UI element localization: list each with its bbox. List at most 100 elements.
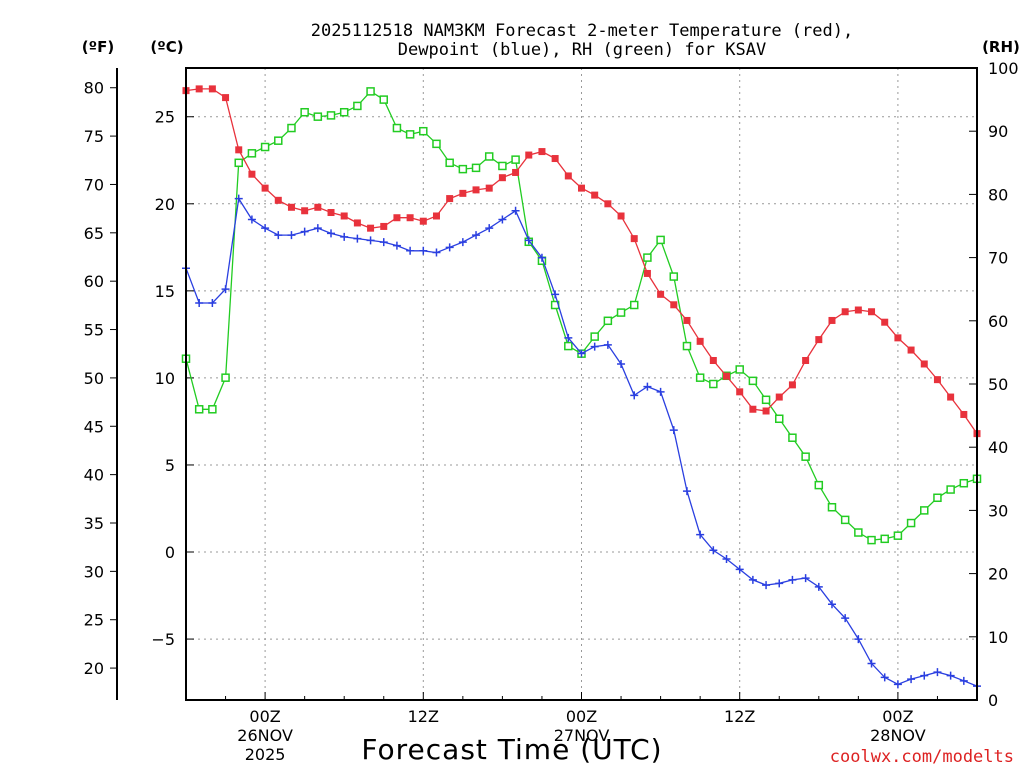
rh-point (906, 518, 916, 528)
dewpoint-point (867, 659, 876, 668)
rh-series (181, 87, 982, 545)
temperature-point (353, 219, 361, 227)
temperature-point (815, 336, 823, 344)
dewpoint-point (366, 236, 375, 245)
dewpoint-point (313, 224, 322, 233)
rh-point (629, 300, 639, 310)
dewpoint-point (814, 582, 823, 591)
temperature-point (301, 207, 309, 215)
rh-tick-label: 40 (988, 438, 1008, 457)
temperature-point (195, 85, 203, 93)
rh-point (854, 528, 863, 537)
grid-lines (186, 68, 977, 700)
celsius-axis: −5 0 5 10 15 20 25 (151, 108, 194, 649)
rh-point (682, 341, 692, 351)
dewpoint-point (722, 554, 731, 563)
temperature-point (248, 170, 256, 178)
rh-point (946, 485, 955, 494)
temperature-point (393, 214, 401, 222)
dewpoint-point (669, 426, 678, 435)
rh-point (432, 139, 441, 149)
rh-point (920, 506, 929, 515)
temperature-point (920, 360, 928, 368)
temperature-point (208, 85, 216, 93)
temperature-point (670, 301, 678, 309)
rh-point (788, 433, 797, 442)
fahrenheit-tick-label: 70 (84, 175, 104, 194)
rh-point (498, 161, 507, 171)
dewpoint-point (643, 382, 652, 391)
temperature-point (881, 318, 889, 326)
temperature-point (512, 168, 520, 176)
temperature-point (894, 334, 902, 342)
dewpoint-point (854, 635, 863, 644)
rh-point (893, 531, 903, 540)
rh-point (643, 253, 652, 262)
fahrenheit-tick-label: 40 (84, 466, 104, 485)
dewpoint-point (735, 565, 744, 574)
rh-point (880, 534, 889, 544)
rh-point (221, 373, 230, 382)
temperature-point (947, 393, 955, 401)
temperature-point (643, 269, 651, 277)
rh-point (274, 136, 283, 145)
dewpoint-point (946, 671, 955, 680)
dewpoint-point (880, 673, 889, 682)
celsius-tick-label: 25 (155, 108, 175, 127)
rh-point (419, 126, 428, 136)
rh-tick-label: 30 (988, 501, 1008, 520)
dewpoint-point (537, 253, 546, 262)
rh-axis: 0 10 20 30 40 50 60 70 80 90 100 (969, 59, 1019, 710)
dewpoint-point (959, 676, 968, 685)
dewpoint-point (445, 243, 454, 252)
temperature-point (709, 356, 717, 364)
celsius-tick-label: 20 (155, 195, 175, 214)
temperature-point (472, 186, 480, 194)
temperature-point (538, 148, 546, 156)
dewpoint-point (907, 675, 916, 684)
dewpoint-point (775, 579, 784, 588)
dewpoint-point (827, 600, 836, 609)
fahrenheit-tick-label: 50 (84, 369, 104, 388)
rh-point (814, 480, 824, 490)
temperature-point (630, 235, 638, 243)
dewpoint-point (617, 359, 626, 368)
dewpoint-point (247, 215, 256, 224)
fahrenheit-tick-label: 55 (84, 321, 104, 340)
dewpoint-point (406, 246, 415, 255)
temperature-point (380, 222, 388, 230)
time-tick-label: 12Z (724, 707, 755, 726)
temperature-point (222, 94, 230, 102)
temperature-point (788, 381, 796, 389)
time-tick-label: 12Z (408, 707, 439, 726)
rh-point (748, 376, 758, 386)
dewpoint-series (182, 194, 981, 691)
temperature-point (828, 316, 836, 324)
dewpoint-point (893, 680, 902, 689)
temperature-point (551, 155, 559, 163)
dewpoint-point (524, 236, 533, 245)
fahrenheit-tick-label: 65 (84, 224, 104, 243)
dewpoint-point (419, 246, 428, 255)
temperature-point (498, 174, 506, 182)
temperature-point (485, 184, 493, 192)
rh-point (300, 107, 309, 117)
dewpoint-point (603, 340, 612, 349)
dewpoint-point (709, 546, 718, 555)
dewpoint-point (748, 575, 757, 584)
dewpoint-point (392, 241, 401, 250)
temperature-point (287, 203, 295, 211)
fahrenheit-tick-label: 20 (84, 659, 104, 678)
rh-point (801, 452, 810, 461)
dewpoint-point (630, 391, 639, 400)
temperature-point (617, 212, 625, 220)
fahrenheit-tick-label: 80 (84, 79, 104, 98)
celsius-tick-label: 10 (155, 369, 175, 388)
temperature-point (960, 410, 968, 418)
dewpoint-point (933, 668, 942, 677)
rh-point (511, 155, 520, 164)
rh-point (669, 272, 679, 281)
celsius-tick-label: 15 (155, 282, 175, 301)
